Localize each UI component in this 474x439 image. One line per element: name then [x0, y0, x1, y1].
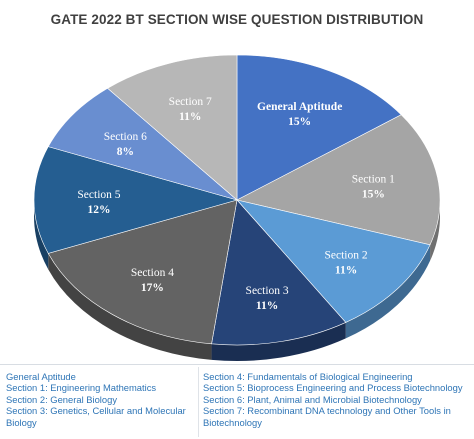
slice-section-1 — [236, 114, 441, 246]
slice-label-general-aptitude: General Aptitude 15% — [257, 101, 342, 128]
legend-item-section-7: Section 7: Recombinant DNA technology an… — [203, 405, 451, 428]
legend-item-section-6: Section 6: Plant, Animal and Microbial B… — [203, 393, 422, 405]
slice-label-section-2: Section 2 11% — [325, 249, 368, 276]
slice-side-section-2 — [345, 244, 431, 339]
slice-label-section-6: Section 6 8% — [104, 131, 147, 158]
slice-side-section-5 — [34, 200, 49, 270]
slice-section-7 — [107, 54, 238, 201]
slice-label-section-1: Section 1 15% — [352, 174, 395, 201]
slice-section-4 — [47, 199, 238, 345]
legend-item-section-4: Section 4: Fundamentals of Biological En… — [203, 371, 413, 382]
legend-item-section-3: Section 3: Genetics, Cellular and Molecu… — [6, 405, 186, 428]
legend-column-left: General Aptitude Section 1: Engineering … — [6, 371, 196, 428]
pie-slices — [33, 54, 441, 346]
slice-section-2 — [236, 199, 431, 323]
slice-section-5 — [33, 146, 239, 254]
slice-general-aptitude — [236, 54, 402, 201]
slice-side-section-1 — [430, 200, 440, 261]
legend: General Aptitude Section 1: Engineering … — [0, 364, 474, 439]
chart-title: GATE 2022 BT SECTION WISE QUESTION DISTR… — [50, 12, 424, 27]
slice-section-3 — [211, 199, 347, 346]
slice-side-section-3 — [211, 322, 346, 361]
pie-labels: General Aptitude 15% Section 1 15% Section 2… — [77, 96, 395, 312]
slice-label-section-7: Section 7 11% — [169, 96, 212, 123]
legend-column-right: Section 4: Fundamentals of Biological En… — [203, 371, 465, 428]
legend-divider — [198, 367, 199, 437]
pie-sides — [34, 200, 440, 361]
legend-item-section-5: Section 5: Bioprocess Engineering and Pr… — [203, 382, 463, 394]
slice-section-6 — [47, 87, 238, 201]
slice-label-section-4: Section 4 17% — [131, 267, 174, 294]
legend-item-section-1: Section 1: Engineering Mathematics — [6, 382, 157, 394]
legend-item-section-2: Section 2: General Biology — [6, 393, 118, 405]
legend-item-general-aptitude: General Aptitude — [6, 371, 76, 382]
slice-label-section-5: Section 5 12% — [77, 189, 120, 216]
slice-side-section-4 — [48, 253, 212, 360]
pie-chart: General Aptitude 15% Section 1 15% Section 2… — [33, 54, 441, 361]
slice-label-section-3: Section 3 11% — [246, 285, 289, 312]
